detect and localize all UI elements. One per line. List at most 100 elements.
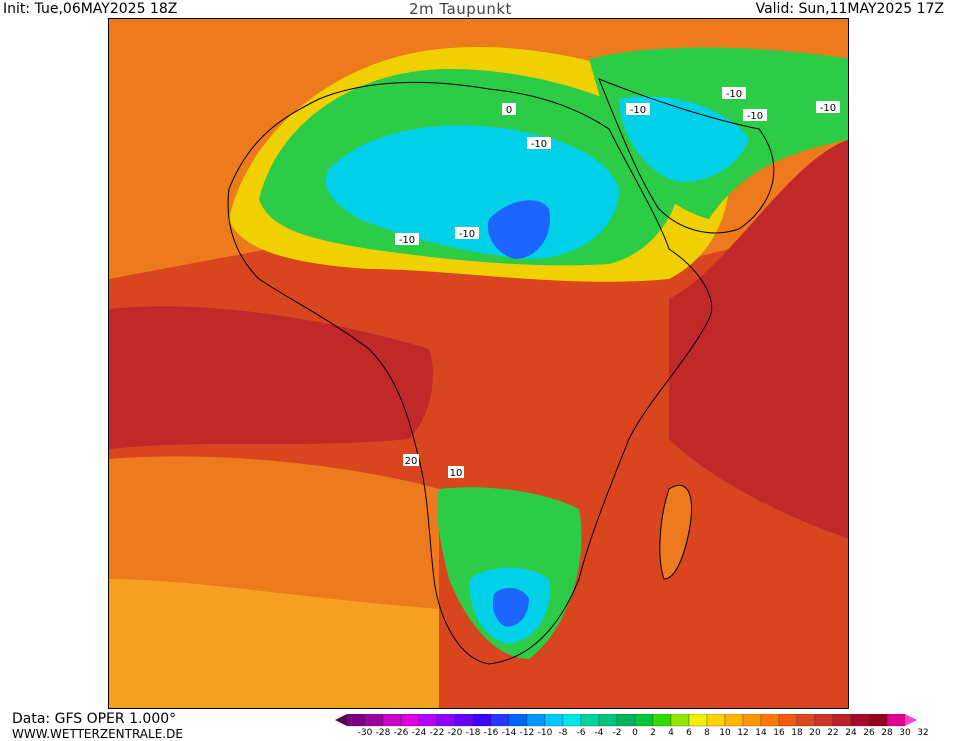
colorbar-cell — [832, 713, 852, 727]
contour-label: -10 — [395, 233, 419, 246]
colorbar-tick-label: 4 — [668, 728, 674, 738]
valid-time-label: Valid: Sun,11MAY2025 17Z — [755, 1, 944, 17]
colorbar-tick-label: 14 — [755, 728, 767, 738]
colorbar-tick-label: 2 — [650, 728, 656, 738]
colorbar-cell — [382, 713, 402, 727]
svg-text:10: 10 — [450, 468, 463, 479]
colorbar-tick-label: -12 — [519, 728, 535, 738]
colorbar-cell — [526, 713, 546, 727]
contour-label: -10 — [527, 137, 551, 150]
contour-labels: -10 -10 -10 -10 -10 -10 -10 0 10 20 — [395, 87, 840, 479]
svg-text:-10: -10 — [399, 235, 415, 246]
colorbar-cell — [886, 713, 906, 727]
colorbar-tick-label: -16 — [483, 728, 499, 738]
arabia-coastline — [598, 78, 775, 234]
colorbar-tick-label: -6 — [576, 728, 586, 738]
colorbar-tick-label: -14 — [501, 728, 517, 738]
colorbar-tick-label: -24 — [411, 728, 427, 738]
colorbar-tick-label: -28 — [375, 728, 391, 738]
chart-title: 2m Taupunkt — [409, 0, 512, 18]
colorbar-tick-label: -8 — [558, 728, 568, 738]
africa-coastline — [227, 81, 713, 665]
colorbar-cell — [778, 713, 798, 727]
colorbar-cell — [454, 713, 474, 727]
colorbar-cell — [616, 713, 636, 727]
colorbar-cell — [868, 713, 888, 727]
colorbar-tick-label: 12 — [737, 728, 749, 738]
colorbar-tick-label: -18 — [465, 728, 481, 738]
colorbar-left-arrow — [335, 714, 347, 726]
contour-label: 20 — [403, 454, 419, 467]
contour-label: -10 — [722, 87, 746, 100]
colorbar-tick-label: 22 — [827, 728, 839, 738]
colorbar-right-arrow — [905, 714, 917, 726]
svg-text:-10: -10 — [531, 139, 547, 150]
indian-ocean-deep-red — [669, 139, 848, 539]
contour-label: -10 — [816, 101, 840, 114]
colorbar-cell — [814, 713, 834, 727]
colorbar-strip — [335, 713, 917, 727]
sahara-blue-core — [488, 200, 550, 259]
colorbar-tick-label: -2 — [612, 728, 622, 738]
map-canvas: -10 -10 -10 -10 -10 -10 -10 0 10 20 — [109, 19, 848, 708]
svg-text:-10: -10 — [820, 103, 836, 114]
south-atlantic-light-region — [109, 579, 439, 708]
colorbar-cell — [472, 713, 492, 727]
colorbar-cell — [562, 713, 582, 727]
colorbar-cell — [760, 713, 780, 727]
dewpoint-map: -10 -10 -10 -10 -10 -10 -10 0 10 20 — [108, 18, 849, 709]
colorbar-legend: -30 -28 -26 -24 -22 -20 -18 -16 -14 -12 -10 -8 -6 -4-… — [335, 713, 955, 739]
equatorial-atlantic-deep-red — [109, 306, 433, 449]
colorbar-tick-label: -22 — [429, 728, 445, 738]
colorbar-tick-label: 26 — [863, 728, 875, 738]
colorbar-tick-label: 6 — [686, 728, 692, 738]
colorbar-tick-label: 20 — [809, 728, 821, 738]
svg-text:20: 20 — [405, 456, 418, 467]
colorbar-cell — [490, 713, 510, 727]
colorbar-tick-label: 16 — [773, 728, 785, 738]
colorbar-tick-label: 8 — [704, 728, 710, 738]
colorbar-tick-label: 10 — [719, 728, 731, 738]
colorbar-cell — [418, 713, 438, 727]
colorbar-cell — [544, 713, 564, 727]
colorbar-cell — [580, 713, 600, 727]
website-label: WWW.WETTERZENTRALE.DE — [12, 727, 183, 741]
colorbar-tick-label: -26 — [393, 728, 409, 738]
colorbar-cell — [364, 713, 384, 727]
colorbar-cell — [850, 713, 870, 727]
colorbar-cell — [508, 713, 528, 727]
contour-label: -10 — [743, 109, 767, 122]
contour-label: 10 — [448, 466, 464, 479]
contour-label: -10 — [455, 227, 479, 240]
colorbar-cell — [670, 713, 690, 727]
svg-text:-10: -10 — [630, 105, 646, 116]
colorbar-cell — [346, 713, 366, 727]
colorbar-cell — [652, 713, 672, 727]
colorbar-tick-label: 30 — [899, 728, 911, 738]
madagascar-outline — [659, 484, 693, 580]
colorbar-tick-label: -30 — [357, 728, 373, 738]
svg-text:0: 0 — [506, 105, 512, 116]
svg-text:-10: -10 — [459, 229, 475, 240]
data-source-label: Data: GFS OPER 1.000° — [12, 711, 177, 727]
contour-label: 0 — [502, 103, 516, 116]
colorbar-tick-label: -10 — [537, 728, 553, 738]
colorbar-cell — [436, 713, 456, 727]
init-time-label: Init: Tue,06MAY2025 18Z — [3, 1, 178, 17]
colorbar-tick-label: -20 — [447, 728, 463, 738]
colorbar-cell — [796, 713, 816, 727]
colorbar-cell — [724, 713, 744, 727]
colorbar-cell — [400, 713, 420, 727]
colorbar-tick-label: 32 — [917, 728, 929, 738]
colorbar-cell — [688, 713, 708, 727]
colorbar-tick-label: -4 — [594, 728, 604, 738]
svg-text:-10: -10 — [747, 111, 763, 122]
colorbar-tick-label: 18 — [791, 728, 803, 738]
arabia-cyan-region — [619, 96, 749, 182]
colorbar-cell — [742, 713, 762, 727]
colorbar-cell — [634, 713, 654, 727]
contour-label: -10 — [626, 103, 650, 116]
colorbar-tick-label: 0 — [632, 728, 638, 738]
colorbar-cell — [706, 713, 726, 727]
svg-text:-10: -10 — [726, 89, 742, 100]
